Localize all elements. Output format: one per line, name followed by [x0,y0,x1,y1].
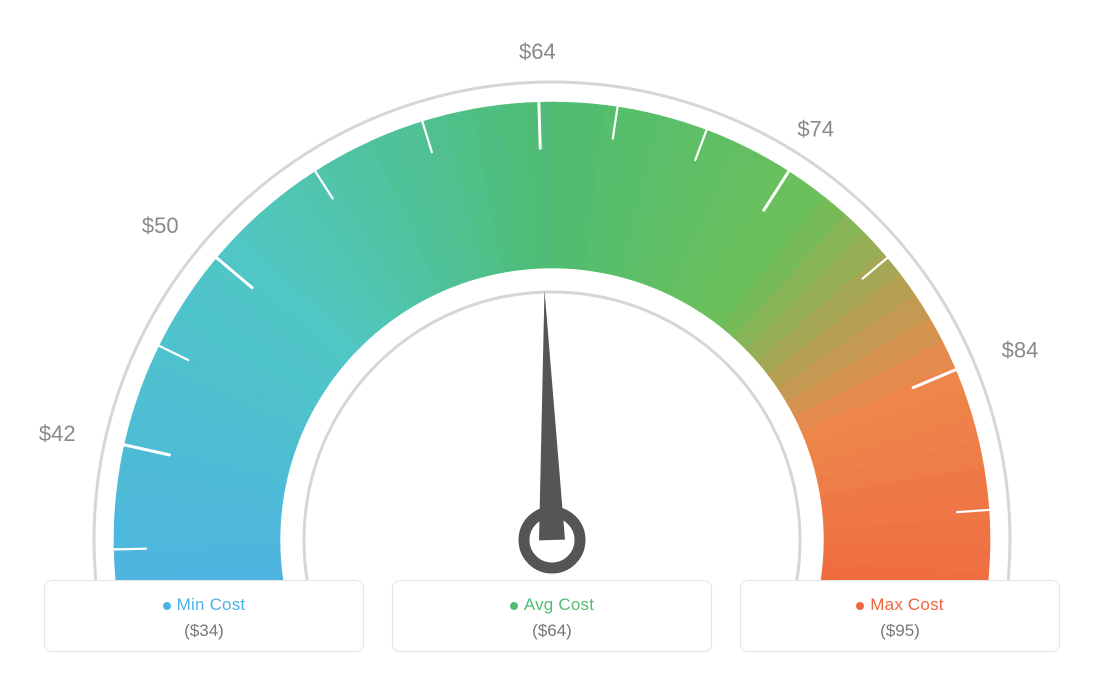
legend-title-max: Max Cost [741,595,1059,615]
legend-title-avg: Avg Cost [393,595,711,615]
legend-card-max: Max Cost ($95) [740,580,1060,652]
svg-text:$42: $42 [39,421,76,446]
legend-value-avg: ($64) [393,621,711,641]
svg-text:$64: $64 [519,39,556,64]
legend-card-avg: Avg Cost ($64) [392,580,712,652]
legend-dot-min [163,602,171,610]
svg-text:$50: $50 [142,213,179,238]
legend-value-max: ($95) [741,621,1059,641]
legend-dot-avg [510,602,518,610]
gauge-needle [539,290,565,540]
svg-text:$84: $84 [1002,337,1039,362]
legend-dot-max [856,602,864,610]
legend-title-min: Min Cost [45,595,363,615]
legend-label-max: Max Cost [870,595,943,614]
legend-label-min: Min Cost [177,595,246,614]
svg-text:$74: $74 [797,116,834,141]
cost-gauge-chart: $34$42$50$64$74$84$95 [0,0,1104,580]
legend-label-avg: Avg Cost [524,595,594,614]
legend-row: Min Cost ($34) Avg Cost ($64) Max Cost (… [0,580,1104,652]
legend-card-min: Min Cost ($34) [44,580,364,652]
legend-value-min: ($34) [45,621,363,641]
